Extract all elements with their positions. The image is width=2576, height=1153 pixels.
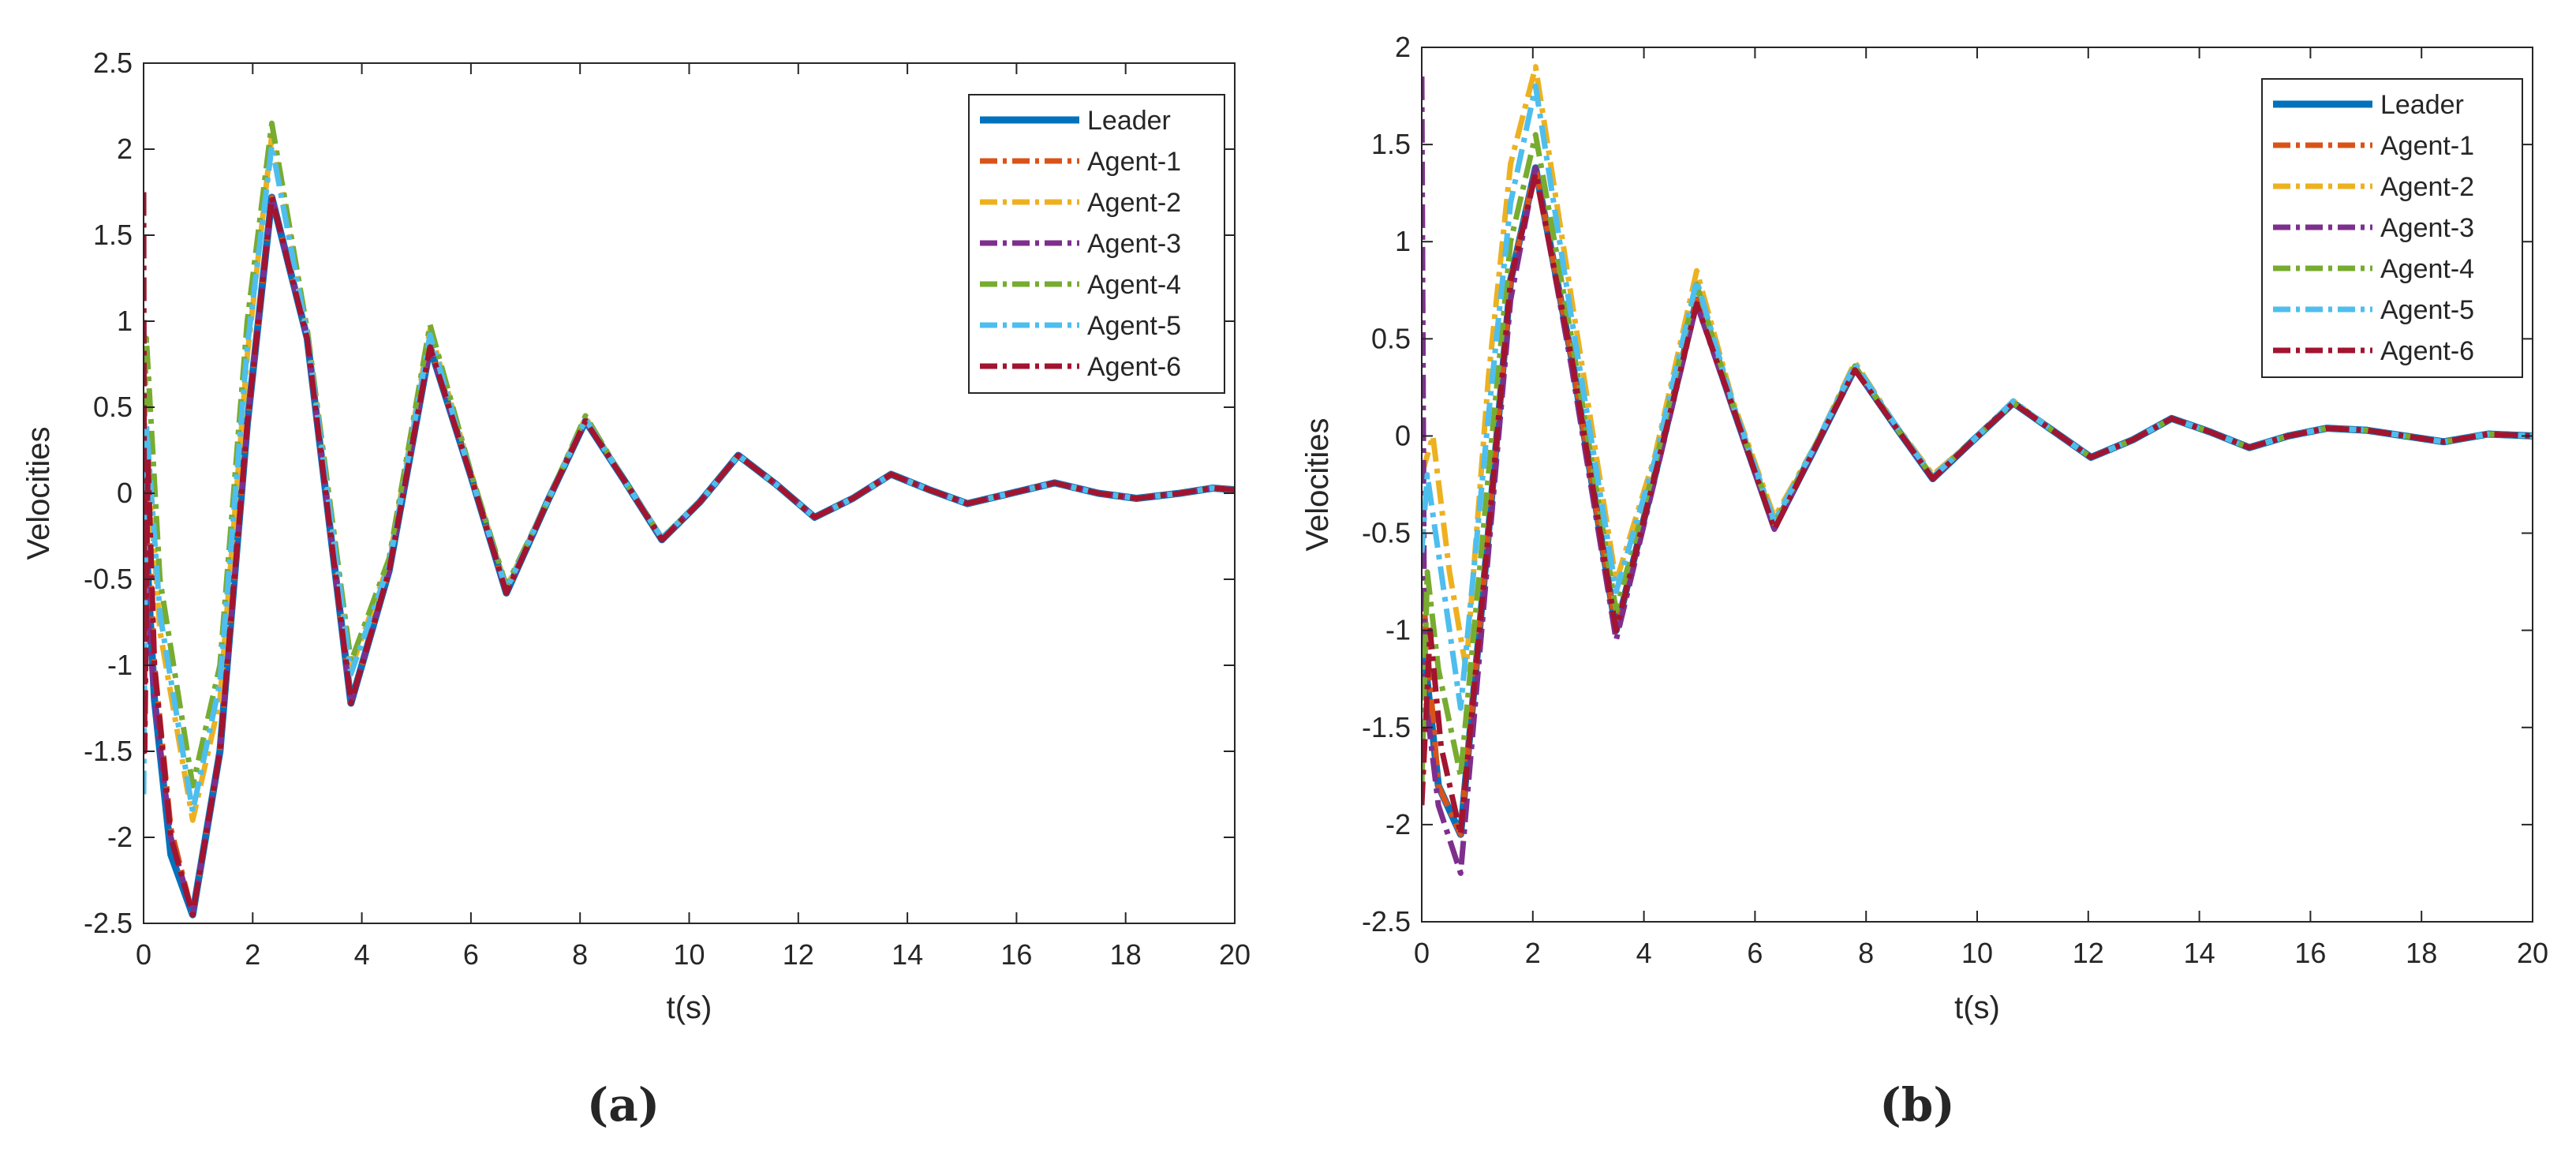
y-tick-label: 2 [1395, 31, 1411, 63]
axes-box-b [1421, 47, 2533, 923]
y-tick-label: -0.5 [84, 563, 133, 595]
x-tick-label: 6 [463, 938, 479, 971]
x-tick-label: 20 [1219, 938, 1251, 971]
x-tick-label: 4 [1636, 937, 1652, 969]
panel-label-b: (b) [1879, 1078, 1954, 1132]
series-layer-b [1422, 64, 2533, 876]
tick-layer-b: 0 2 4 6 8 10 12 14 16 18 20 -2.5 -2 -1.5 -1 -0.5 0 0.5 1 1.… [1362, 31, 2548, 969]
x-tick-label: 20 [2517, 937, 2548, 969]
panel-label-a: (a) [587, 1078, 660, 1132]
legend-label-agent-3: Agent-3 [2380, 213, 2474, 243]
y-tick-label: 1.5 [93, 219, 133, 251]
chart-panel-b: 0 2 4 6 8 10 12 14 16 18 20 -2.5 -2 -1.5 -1 -0.5 0 0.5 1 1.… [1300, 31, 2548, 1132]
x-tick-label: 16 [1000, 938, 1032, 971]
legend-label-agent-5: Agent-5 [1087, 311, 1181, 341]
x-tick-label: 18 [1110, 938, 1142, 971]
legend-box [2261, 78, 2523, 378]
x-tick-label: 12 [2073, 937, 2104, 969]
legend-a: Leader Agent-1 Agent-2 Agent-3 Agent-4 Agent-… [968, 94, 1225, 394]
legend-label-agent-4: Agent-4 [1087, 270, 1181, 300]
y-tick-label: 0 [117, 477, 133, 509]
y-tick-label: 2.5 [93, 47, 133, 79]
tick-layer-a: 0 2 4 6 8 10 12 14 16 18 20 -2.5 -2 -1.5 -1 -0.5 0 0.5 1 1.… [84, 47, 1251, 971]
x-tick-label: 10 [1961, 937, 1993, 969]
y-tick-label: 0.5 [1371, 322, 1411, 354]
x-tick-label: 2 [245, 938, 260, 971]
y-tick-label: -0.5 [1362, 517, 1411, 549]
y-tick-label: -2.5 [1362, 905, 1411, 938]
x-tick-label: 2 [1525, 937, 1541, 969]
legend-label-agent-1: Agent-1 [2380, 131, 2474, 161]
y-tick-label: 0.5 [93, 391, 133, 423]
legend-label-agent-2: Agent-2 [2380, 172, 2474, 202]
x-tick-label: 12 [783, 938, 814, 971]
x-tick-label: 10 [673, 938, 705, 971]
x-tick-label: 8 [1858, 937, 1874, 969]
x-tick-label: 14 [2184, 937, 2215, 969]
y-tick-label: -2.5 [84, 907, 133, 939]
x-axis-label-a: t(s) [667, 990, 712, 1025]
y-axis-label-b: Velocities [1300, 418, 1335, 552]
x-tick-label: 16 [2294, 937, 2326, 969]
legend-label-leader: Leader [2380, 90, 2464, 120]
y-tick-label: -2 [1385, 808, 1411, 840]
y-tick-label: -1.5 [84, 735, 133, 767]
axes-box-a [143, 62, 1236, 924]
x-axis-label-b: t(s) [1954, 990, 2000, 1025]
x-tick-label: 18 [2406, 937, 2437, 969]
legend-b: Leader Agent-1 Agent-2 Agent-3 Agent-4 Agent-… [2261, 78, 2523, 378]
x-tick-label: 4 [354, 938, 370, 971]
legend-label-agent-1: Agent-1 [1087, 147, 1181, 177]
y-tick-label: -1.5 [1362, 711, 1411, 743]
legend-label-leader: Leader [1087, 106, 1171, 136]
y-tick-label: 2 [117, 133, 133, 165]
chart-panel-a: 0 2 4 6 8 10 12 14 16 18 20 -2.5 -2 -1.5 -1 -0.5 0 0.5 1 1.… [21, 47, 1251, 1132]
legend-label-agent-6: Agent-6 [2380, 336, 2474, 366]
legend-label-agent-5: Agent-5 [2380, 295, 2474, 325]
y-tick-label: 0 [1395, 419, 1411, 451]
legend-box [968, 94, 1225, 394]
series-line-agent-6-b [1422, 170, 2533, 837]
legend-label-agent-3: Agent-3 [1087, 229, 1181, 259]
y-tick-label: -1 [1385, 614, 1411, 646]
legend-label-agent-4: Agent-4 [2380, 254, 2474, 284]
y-tick-label: 1 [117, 305, 133, 337]
x-tick-label: 0 [136, 938, 151, 971]
x-tick-label: 6 [1747, 937, 1763, 969]
y-tick-label: -2 [107, 821, 133, 853]
x-tick-label: 0 [1414, 937, 1430, 969]
y-axis-label-a: Velocities [21, 427, 56, 560]
y-tick-label: -1 [107, 649, 133, 681]
x-tick-label: 8 [572, 938, 588, 971]
y-tick-label: 1 [1395, 225, 1411, 257]
x-tick-label: 14 [892, 938, 923, 971]
legend-label-agent-6: Agent-6 [1087, 352, 1181, 382]
series-layer-a [144, 120, 1235, 919]
y-tick-label: 1.5 [1371, 128, 1411, 160]
legend-label-agent-2: Agent-2 [1087, 188, 1181, 218]
